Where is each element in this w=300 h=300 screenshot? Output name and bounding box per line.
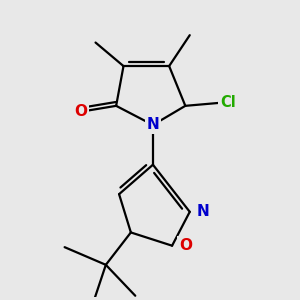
Text: N: N xyxy=(196,204,209,219)
Text: O: O xyxy=(74,104,87,119)
Text: Cl: Cl xyxy=(220,95,236,110)
Text: N: N xyxy=(147,118,159,133)
Text: O: O xyxy=(179,238,192,253)
